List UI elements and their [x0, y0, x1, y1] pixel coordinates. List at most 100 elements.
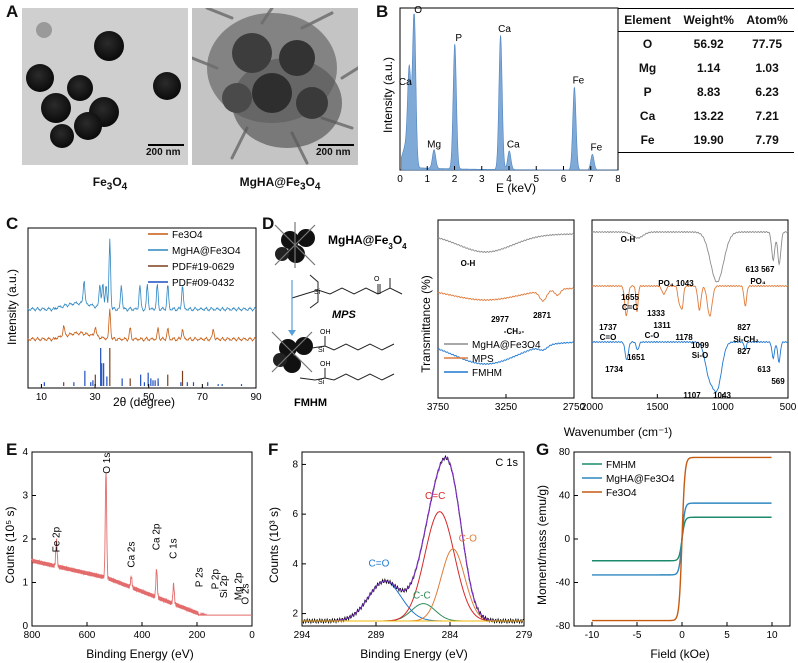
xrd-chart: Intensity (a.u.) Fe3O4 MgHA@Fe3O4 PDF#19-0… [5, 227, 262, 409]
xps-peak-label: Fe 2p [51, 526, 62, 552]
xps-ytick-label: 4 [22, 447, 28, 458]
ftir-plot-area: O-H O-H PO₄ 1043 613 567 PO₄ 2977 -CH₂- 2871 165… [427, 219, 797, 413]
table-row: P 8.83 6.23 [618, 80, 794, 104]
c1s-xlabel: Binding Energy (eV) [360, 647, 467, 661]
c1s-xtick-label: 294 [294, 630, 311, 641]
cell: O [642, 37, 653, 51]
xrd-ylabel: Intensity (a.u.) [5, 269, 19, 345]
c1s-title: C 1s [495, 457, 518, 469]
c1s-ytick-label: 8 [292, 459, 298, 470]
ftir-annotation: PO₄ [750, 277, 766, 286]
xps-xlabel: Binding Energy (eV) [86, 647, 193, 661]
eds-peak-label: Mg [427, 139, 441, 150]
xps-survey-line [31, 472, 252, 617]
eds-spectrum-area [401, 13, 619, 171]
panel-d-label: D [262, 214, 275, 233]
vsm-legend-label: Fe3O4 [606, 488, 637, 499]
ftir-fmhm-right [591, 340, 789, 393]
xps-peak-label: O 1s [102, 453, 113, 474]
cell: P [643, 85, 652, 99]
ftir-annotation: C=O [600, 333, 617, 342]
vsm-ylabel: Moment/mass (emu/g) [535, 485, 549, 605]
xrd-xtick-label: 50 [143, 392, 155, 403]
fmhm-oh1: OH [320, 329, 331, 336]
ftir-legend-label: MPS [472, 354, 494, 365]
cell: 6.23 [755, 85, 779, 99]
c1s-component-label: C-C [413, 591, 431, 602]
eds-xtick-label: 0 [397, 174, 403, 185]
xrd-legend-label: MgHA@Fe3O4 [172, 246, 241, 257]
table-row: O 56.92 77.75 [618, 32, 794, 57]
xrd-xtick-label: 30 [89, 392, 101, 403]
cell: Ca [639, 109, 656, 123]
col-atom: Atom% [740, 8, 794, 32]
eds-xtick-label: 1 [424, 174, 430, 185]
cell: 1.14 [697, 61, 721, 75]
table-row: Mg 1.14 1.03 [618, 56, 794, 80]
ftir-mgha-left [437, 233, 575, 254]
panel-f-label: F [268, 440, 279, 459]
mps-structure [291, 274, 403, 309]
ftir-xtick-label: 2000 [581, 402, 604, 413]
c1s-envelope [302, 457, 524, 622]
xrd-xtick-label: 90 [250, 392, 262, 403]
ftir-annotation: 1737 [599, 323, 617, 332]
ftir-xlabel: Wavenumber (cm⁻¹) [564, 425, 673, 439]
panel-a-label: A [6, 2, 19, 21]
vsm-ytick-label: -40 [556, 578, 571, 589]
xps-peak-label: Si 2p [219, 575, 230, 598]
ftir-xtick-label: 1500 [646, 402, 669, 413]
xrd-xlabel: 2θ (degree) [113, 395, 175, 409]
ftir-annotation: -CH₂- [504, 327, 525, 336]
ftir-annotation: 1107 [683, 391, 701, 400]
mol-top-label: MgHA@Fe3O4 [328, 233, 407, 251]
xps-peak-label: Mg 2p [233, 572, 244, 600]
axes-frame [27, 227, 257, 389]
ftir-annotation: 827 [737, 323, 751, 332]
fe3o4-caption: Fe3O4 [92, 175, 128, 193]
xrd-legend-label: PDF#19-0629 [172, 262, 235, 273]
ftir-annotation: C=C [622, 303, 638, 312]
panel-c-label: C [6, 214, 19, 233]
ftir-annotation: 569 [771, 377, 785, 386]
eds-peak-label: Ca [507, 139, 520, 150]
eds-peak-label: O [414, 5, 422, 16]
mol-mid-label: MPS [332, 309, 357, 321]
eds-xtick-label: 2 [452, 174, 458, 185]
xps-peak-label: Ca 2s [126, 542, 137, 568]
vsm-chart: Moment/mass (emu/g) FMHM MgHA@Fe3O4 Fe3O4 -… [535, 447, 791, 661]
xps-xtick-label: 400 [134, 630, 151, 641]
vsm-xtick-label: -5 [633, 630, 642, 641]
axes-frame [31, 451, 253, 627]
xps-peak-label: P 2s [195, 567, 206, 587]
xrd-legend-label: Fe3O4 [172, 230, 203, 241]
axes-frame [591, 219, 789, 399]
ftir-annotation: 1734 [605, 365, 623, 374]
xrd-series-mgha [27, 238, 257, 313]
cell: 8.83 [697, 85, 721, 99]
c1s-component [302, 511, 524, 622]
ftir-mgha-right [591, 230, 789, 283]
ftir-annotation: O-H [461, 259, 476, 268]
ftir-ylabel: Transmittance (%) [419, 275, 433, 373]
ftir-xtick-label: 3250 [495, 402, 518, 413]
xps-peak-label: P 2p [210, 569, 221, 590]
eds-xtick-label: 7 [588, 174, 594, 185]
xps-xtick-label: 600 [79, 630, 96, 641]
ftir-annotation: 1655 [621, 293, 639, 302]
c1s-component [302, 548, 524, 622]
vsm-xtick-label: -10 [585, 630, 600, 641]
xps-ytick-label: 1 [22, 578, 28, 589]
fe3o4-particles [22, 8, 188, 165]
eds-peak-label: Fe [573, 75, 585, 86]
xrd-xtick-label: 10 [36, 392, 48, 403]
ftir-annotation: 2977 [491, 315, 509, 324]
xrd-series-fe3o4 [27, 308, 257, 343]
xps-peak-label: O 2s [240, 583, 251, 604]
ftir-annotation: O-H [621, 235, 636, 244]
mgha-fe3o4-tem-image [192, 8, 358, 165]
c1s-component-label: C=O [369, 558, 390, 569]
xrd-plot-area: Fe3O4 MgHA@Fe3O4 PDF#19-0629 PDF#09-0432 10 3… [27, 227, 262, 403]
